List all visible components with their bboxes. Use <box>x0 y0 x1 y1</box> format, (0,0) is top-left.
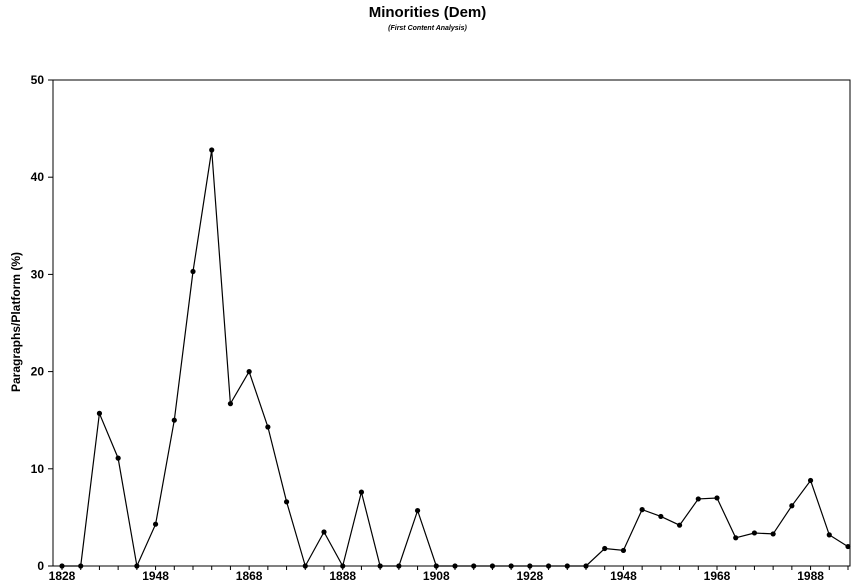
data-point <box>209 147 215 153</box>
x-tick-label: 1928 <box>517 569 544 583</box>
data-point <box>115 455 121 461</box>
y-tick-label: 30 <box>31 267 45 281</box>
data-point <box>321 529 327 535</box>
data-point <box>171 417 177 423</box>
data-point <box>658 513 664 520</box>
data-point <box>78 563 84 569</box>
data-point <box>377 563 383 569</box>
data-point <box>283 499 290 505</box>
data-point <box>620 547 627 554</box>
y-tick-label: 0 <box>37 559 44 573</box>
data-point <box>845 543 851 550</box>
data-point <box>452 563 458 569</box>
y-tick-label: 10 <box>31 462 45 476</box>
data-point <box>545 563 552 569</box>
x-tick-label: 1828 <box>49 569 76 583</box>
data-point <box>676 522 683 528</box>
x-tick-label: 1948 <box>610 569 637 583</box>
data-point <box>789 503 795 509</box>
data-point <box>59 563 65 569</box>
x-tick-label: 1948 <box>142 569 169 583</box>
y-tick-label: 20 <box>31 365 45 379</box>
series-line <box>62 149 849 569</box>
data-point <box>695 496 701 502</box>
x-tick-label: 1908 <box>423 569 450 583</box>
data-point <box>564 563 570 569</box>
x-tick-label: 1968 <box>704 569 731 583</box>
data-point <box>751 530 758 536</box>
y-axis-label: Paragraphs/Platform (%) <box>9 252 23 392</box>
y-tick-label: 50 <box>31 73 45 87</box>
data-point <box>340 563 346 569</box>
data-point <box>152 521 159 527</box>
y-axis-ticks: 0 10 20 30 40 50 <box>31 73 53 573</box>
data-point <box>807 477 814 484</box>
data-point <box>302 563 308 569</box>
x-tick-label: 1988 <box>797 569 824 583</box>
data-point <box>414 507 421 514</box>
data-point <box>508 563 514 569</box>
plot-area <box>59 147 851 569</box>
data-point <box>396 563 402 569</box>
x-axis-ticks: 1828 1948 1868 1888 1908 1928 1948 1968 1988 <box>49 566 849 583</box>
plot-frame <box>52 79 851 567</box>
data-point <box>714 495 720 501</box>
x-tick-label: 1888 <box>329 569 356 583</box>
data-point <box>770 531 776 537</box>
data-point <box>433 563 439 569</box>
data-point <box>527 563 533 569</box>
data-point <box>96 410 103 416</box>
y-tick-label: 40 <box>31 170 45 184</box>
data-point <box>826 532 832 538</box>
chart-axes <box>52 79 851 567</box>
data-point <box>246 369 252 375</box>
x-tick-label: 1868 <box>236 569 263 583</box>
data-point <box>265 424 271 430</box>
data-point <box>358 489 365 495</box>
data-point <box>471 563 477 569</box>
data-point <box>134 563 140 569</box>
data-point <box>190 268 196 275</box>
data-point <box>489 563 496 569</box>
data-point <box>639 507 645 513</box>
data-point <box>733 535 739 541</box>
data-point <box>227 401 234 407</box>
data-point <box>602 545 608 552</box>
data-point <box>583 563 589 569</box>
chart-subtitle: (First Content Analysis) <box>388 25 467 32</box>
chart-title: Minorities (Dem) <box>368 4 487 21</box>
